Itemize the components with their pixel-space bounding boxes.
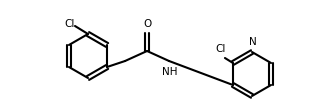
Text: Cl: Cl	[65, 19, 75, 29]
Text: Cl: Cl	[216, 44, 226, 54]
Text: O: O	[143, 19, 151, 29]
Text: NH: NH	[162, 67, 178, 77]
Text: N: N	[249, 37, 257, 47]
